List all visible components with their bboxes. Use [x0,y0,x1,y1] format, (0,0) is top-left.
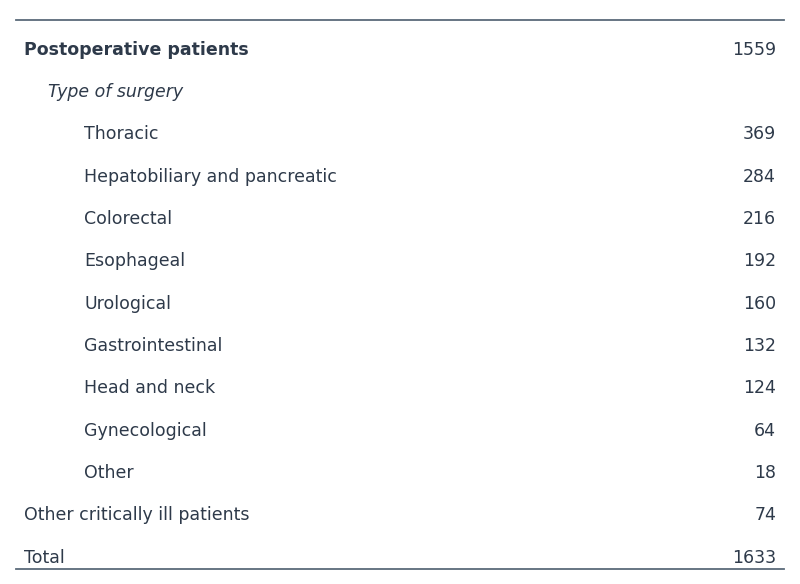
Text: Total: Total [24,549,65,566]
Text: 124: 124 [743,380,776,397]
Text: 369: 369 [742,126,776,143]
Text: Urological: Urological [84,295,171,312]
Text: Gastrointestinal: Gastrointestinal [84,337,222,355]
Text: 192: 192 [743,252,776,270]
Text: Hepatobiliary and pancreatic: Hepatobiliary and pancreatic [84,168,337,186]
Text: 284: 284 [743,168,776,186]
Text: 160: 160 [743,295,776,312]
Text: Other critically ill patients: Other critically ill patients [24,506,250,524]
Text: Type of surgery: Type of surgery [48,83,183,101]
Text: 1633: 1633 [732,549,776,566]
Text: Gynecological: Gynecological [84,422,206,440]
Text: Esophageal: Esophageal [84,252,185,270]
Text: Colorectal: Colorectal [84,210,172,228]
Text: Thoracic: Thoracic [84,126,158,143]
Text: Other: Other [84,464,134,482]
Text: Head and neck: Head and neck [84,380,215,397]
Text: 216: 216 [743,210,776,228]
Text: 18: 18 [754,464,776,482]
Text: Postoperative patients: Postoperative patients [24,41,249,58]
Text: 132: 132 [743,337,776,355]
Text: 74: 74 [754,506,776,524]
Text: 1559: 1559 [732,41,776,58]
Text: 64: 64 [754,422,776,440]
